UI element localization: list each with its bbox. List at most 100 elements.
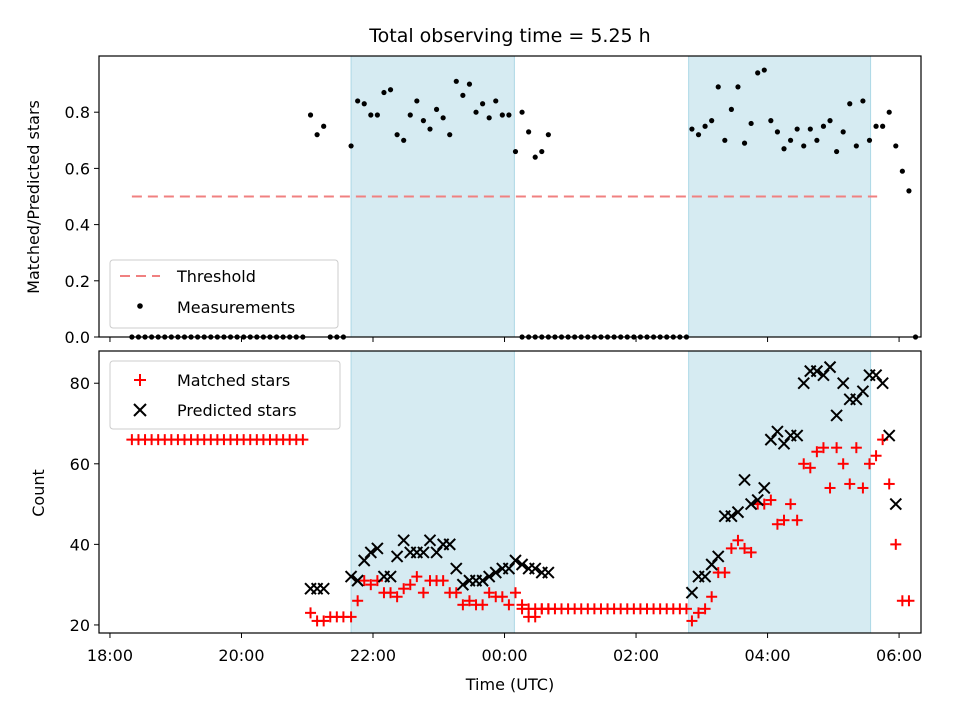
predicted-star-point (817, 368, 830, 382)
predicted-star-point (830, 409, 843, 422)
predicted-star-point (542, 566, 555, 579)
predicted-star-point (364, 546, 378, 559)
measurement-point (689, 126, 695, 132)
measurement-point (486, 115, 492, 121)
measurement-point (820, 123, 827, 129)
measurement-point (447, 132, 453, 138)
threshold-legend-label: Threshold (176, 267, 256, 286)
measurement-point (728, 106, 734, 112)
top-legend: Threshold Measurements (109, 259, 339, 329)
matched-star-point (297, 434, 309, 446)
predicted-star-point (836, 377, 850, 390)
measurement-point (893, 143, 899, 149)
matched-stars-legend-label: Matched stars (177, 371, 290, 390)
matched-stars-legend-swatch (134, 374, 146, 386)
predicted-star-point (397, 534, 410, 547)
predicted-star-point (876, 377, 889, 390)
measurement-point (480, 101, 486, 107)
measurement-point (394, 132, 400, 138)
bottom-observing-windows (350, 350, 872, 634)
matched-star-point (411, 571, 423, 583)
observing-window (688, 350, 872, 634)
measurement-point (407, 112, 413, 118)
predicted-star-point (738, 473, 751, 487)
matched-star-point (417, 587, 429, 599)
matched-stars-points (126, 434, 915, 627)
bottom-y-axis: 20 40 60 80 (70, 374, 99, 635)
matched-star-point (365, 579, 377, 591)
matched-star-point (732, 534, 744, 546)
predicted-star-point (823, 360, 837, 374)
predicted-star-point (476, 574, 489, 587)
predicted-star-point (423, 534, 437, 547)
matched-star-point (318, 615, 330, 627)
measurement-point (709, 118, 715, 124)
matched-star-point (496, 591, 508, 603)
measurement-point (814, 137, 820, 143)
measurement-point (807, 126, 813, 132)
x-tick-label: 18:00 (87, 646, 133, 665)
measurement-point (695, 132, 702, 138)
predicted-star-point (384, 570, 397, 583)
matched-star-point (739, 542, 751, 554)
measurement-point (519, 109, 525, 115)
measurement-point (466, 81, 473, 87)
x-tick-label: 22:00 (350, 646, 396, 665)
measurement-point (866, 137, 873, 143)
predicted-star-point (797, 377, 810, 390)
bottom-legend-box (109, 360, 341, 430)
measurement-point (374, 112, 380, 118)
y-tick-label: 0.2 (65, 272, 90, 291)
measurement-point (755, 70, 761, 76)
predicted-star-point (810, 364, 824, 378)
measurement-point (307, 112, 314, 118)
x-tick-label: 06:00 (876, 646, 922, 665)
predicted-star-point (731, 505, 745, 519)
top-legend-box (109, 259, 339, 329)
measurement-point (715, 84, 721, 90)
predicted-star-point (777, 437, 791, 450)
predicted-star-point (351, 574, 364, 587)
x-tick-label: 20:00 (218, 646, 264, 665)
x-axis-label: Time (UTC) (465, 675, 554, 694)
matched-star-point (693, 607, 705, 619)
y-tick-label: 40 (70, 535, 90, 554)
predicted-stars-points (304, 360, 902, 599)
predicted-star-point (758, 481, 771, 495)
measurement-point (735, 84, 741, 90)
matched-star-point (857, 482, 869, 494)
matched-star-point (305, 607, 317, 619)
matched-star-point (745, 546, 757, 558)
measurement-point (460, 92, 466, 98)
predicted-star-point (529, 562, 542, 575)
measurement-point (499, 112, 505, 118)
measurement-point (860, 98, 866, 104)
measurements-legend-label: Measurements (177, 298, 295, 317)
measurement-point (414, 98, 420, 104)
matched-star-point (503, 599, 515, 611)
matched-star-point (798, 458, 810, 470)
measurement-point (781, 146, 787, 152)
predicted-star-point (751, 493, 764, 507)
measurement-point (361, 101, 367, 107)
measurement-point (748, 120, 754, 127)
measurement-point (899, 168, 905, 174)
measurement-point (433, 106, 440, 112)
predicted-star-point (764, 433, 778, 446)
matched-star-point (765, 494, 777, 506)
predicted-stars-legend-swatch (133, 403, 147, 417)
measurement-point (702, 123, 708, 129)
measurement-point (420, 118, 427, 124)
matched-star-point (804, 462, 816, 474)
matched-star-point (850, 442, 862, 454)
measurement-point (387, 87, 394, 93)
matched-star-point (785, 498, 797, 510)
measurement-point (440, 115, 446, 121)
matched-star-point (509, 587, 521, 599)
predicted-star-point (358, 554, 371, 567)
predicted-star-point (705, 558, 718, 571)
predicted-star-point (509, 554, 522, 567)
predicted-star-point (430, 546, 443, 559)
top-y-axis-label: Matched/Predicted stars (24, 100, 43, 294)
measurement-point (774, 129, 781, 135)
